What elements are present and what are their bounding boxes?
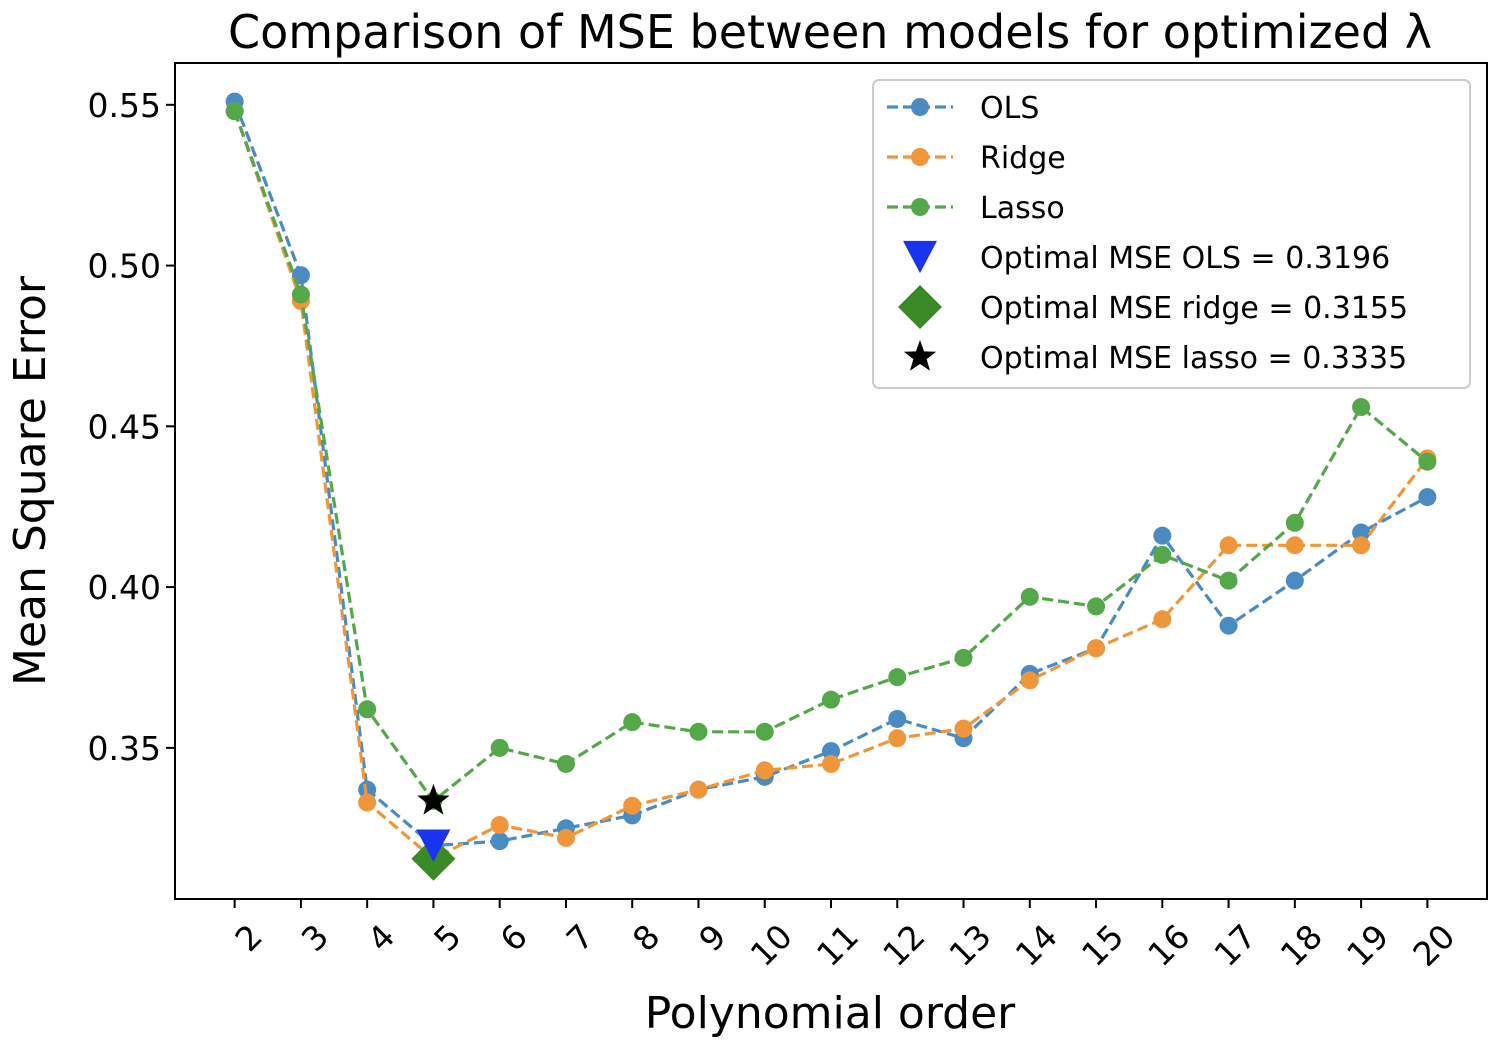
data-point-ridge-18 <box>1285 536 1304 555</box>
x-tick-label: 5 <box>426 917 468 959</box>
legend-label-ols: OLS <box>980 91 1039 126</box>
data-point-lasso-10 <box>755 722 774 741</box>
x-tick-label: 19 <box>1339 917 1396 974</box>
legend-label-lasso: Lasso <box>980 191 1065 226</box>
x-tick-label: 7 <box>559 917 601 959</box>
legend-label-optimal-lasso: Optimal MSE lasso = 0.3335 <box>980 341 1407 376</box>
data-point-ridge-11 <box>822 754 840 773</box>
data-point-ols-11 <box>822 742 840 761</box>
data-point-ridge-17 <box>1219 536 1238 555</box>
chart-title: Comparison of MSE between models for opt… <box>228 5 1432 59</box>
data-point-lasso-2 <box>225 102 244 121</box>
x-tick-label: 11 <box>809 917 866 974</box>
data-point-ols-19 <box>1352 523 1371 542</box>
data-point-lasso-3 <box>291 285 310 304</box>
data-point-ols-12 <box>888 709 907 728</box>
data-point-ols-4 <box>358 780 377 799</box>
data-point-lasso-15 <box>1087 597 1106 616</box>
data-point-lasso-4 <box>358 700 377 719</box>
data-point-lasso-7 <box>556 754 575 773</box>
data-point-lasso-13 <box>954 648 973 667</box>
x-axis-label: Polynomial order <box>645 988 1016 1039</box>
legend-label-ridge: Ridge <box>980 141 1066 176</box>
x-tick-label: 16 <box>1140 917 1197 974</box>
data-point-ols-18 <box>1285 571 1304 590</box>
x-tick-label: 13 <box>941 917 998 974</box>
legend-marker-lasso <box>911 198 929 216</box>
x-tick-label: 4 <box>360 917 402 959</box>
x-tick-label: 6 <box>492 917 534 959</box>
x-tick-label: 10 <box>743 917 800 974</box>
x-tick-label: 2 <box>227 917 269 959</box>
data-point-lasso-20 <box>1418 452 1437 471</box>
legend-label-optimal-ridge: Optimal MSE ridge = 0.3155 <box>980 291 1408 326</box>
legend: OLS Ridge Lasso Optimal MSE OLS = 0.3196 Opt… <box>872 79 1471 389</box>
data-point-ols-17 <box>1219 616 1238 635</box>
x-tick-label: 15 <box>1074 917 1131 974</box>
data-point-ridge-7 <box>556 828 575 847</box>
optimal-marker-ols <box>416 829 451 862</box>
data-point-ridge-6 <box>490 816 509 835</box>
legend-marker-ols <box>911 98 929 116</box>
y-tick-label: 0.45 <box>88 407 161 446</box>
legend-label-optimal-ols: Optimal MSE OLS = 0.3196 <box>980 241 1390 276</box>
data-point-ridge-10 <box>755 761 774 780</box>
y-tick-label: 0.55 <box>88 86 161 125</box>
data-point-ridge-12 <box>888 729 907 748</box>
legend-marker-optimal-lasso <box>903 340 937 371</box>
data-point-ols-6 <box>490 832 509 851</box>
data-point-lasso-17 <box>1219 571 1238 590</box>
y-axis-label: Mean Square Error <box>5 275 56 686</box>
y-tick-label: 0.35 <box>88 729 161 768</box>
data-point-lasso-9 <box>689 722 708 741</box>
x-tick-label: 3 <box>294 917 336 959</box>
data-point-ridge-15 <box>1087 639 1106 658</box>
x-tick-label: 14 <box>1008 917 1065 974</box>
x-tick-label: 18 <box>1273 917 1330 974</box>
legend-marker-optimal-ridge <box>898 285 942 329</box>
y-tick-label: 0.40 <box>88 568 161 607</box>
data-point-ridge-19 <box>1352 536 1371 555</box>
data-point-ols-20 <box>1418 488 1437 507</box>
data-point-lasso-18 <box>1285 513 1304 532</box>
y-tick-label: 0.50 <box>88 247 161 286</box>
data-point-ridge-14 <box>1020 671 1039 690</box>
legend-marker-optimal-ols <box>903 240 937 274</box>
data-point-lasso-16 <box>1153 545 1172 564</box>
data-point-ridge-16 <box>1153 610 1172 629</box>
x-tick-label: 8 <box>625 917 667 959</box>
data-point-lasso-14 <box>1020 587 1039 606</box>
x-tick-label: 20 <box>1405 917 1462 974</box>
data-point-lasso-11 <box>822 690 840 709</box>
data-point-lasso-6 <box>490 738 509 757</box>
x-tick-label: 12 <box>875 917 932 974</box>
data-point-ridge-8 <box>623 796 642 815</box>
data-point-ols-16 <box>1153 526 1172 545</box>
x-tick-label: 9 <box>691 917 733 959</box>
plot-area <box>225 92 1437 881</box>
data-point-lasso-8 <box>623 713 642 732</box>
optimal-marker-lasso <box>417 783 450 815</box>
data-point-ridge-9 <box>689 780 708 799</box>
x-tick-label: 17 <box>1206 917 1263 974</box>
legend-box <box>872 79 1471 389</box>
data-point-ridge-13 <box>954 719 973 738</box>
legend-marker-ridge <box>911 148 929 166</box>
data-point-lasso-19 <box>1352 398 1371 417</box>
data-point-lasso-12 <box>888 668 907 687</box>
data-point-ridge-4 <box>358 793 377 812</box>
